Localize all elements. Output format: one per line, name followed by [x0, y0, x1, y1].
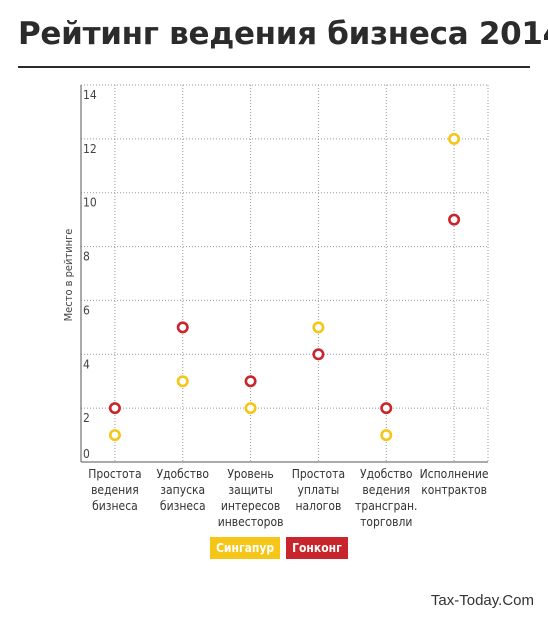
x-axis-labels: Простота ведения бизнеса Удобство запуска биз…: [88, 467, 489, 529]
y-tick-label: 6: [83, 303, 90, 317]
title-underline: [18, 66, 530, 68]
legend-item-singapore: Сингапур: [210, 537, 281, 559]
y-tick-label: 14: [83, 88, 97, 102]
data-point-singapore: [176, 375, 189, 388]
source-label: Tax-Today.Com: [430, 592, 534, 609]
legend: Сингапур Гонконг: [210, 537, 348, 559]
data-point-singapore: [244, 402, 257, 415]
data-point-singapore: [108, 429, 121, 442]
data-point-hongkong: [176, 321, 189, 334]
y-tick-label: 2: [83, 411, 90, 425]
x-tick-label: Удобство запуска бизнеса: [157, 467, 210, 513]
x-tick-label: Уровень защиты интересов инвесторов: [218, 467, 284, 529]
y-tick-label: 8: [83, 250, 90, 264]
data-point-singapore: [448, 132, 461, 145]
data-point-hongkong: [244, 375, 257, 388]
data-point-singapore: [380, 429, 393, 442]
x-tick-label: Удобство ведения трансгран. торговли: [355, 467, 417, 529]
data-point-hongkong: [380, 402, 393, 415]
y-tick-label: 10: [83, 196, 97, 210]
y-tick-label: 12: [83, 142, 97, 156]
chart-title: Рейтинг ведения бизнеса 2014: [18, 16, 548, 52]
x-tick-label: Простота ведения бизнеса: [88, 467, 141, 513]
y-axis-label: Место в рейтинге: [62, 229, 75, 322]
data-point-hongkong: [448, 213, 461, 226]
x-tick-label: Исполнение контрактов: [420, 467, 489, 497]
data-points: [108, 132, 461, 442]
grid: [80, 84, 489, 463]
y-axis-ticks: 0 2 4 6 8 10 12 14: [83, 88, 97, 461]
y-tick-label: 4: [83, 357, 90, 371]
data-point-singapore: [312, 321, 325, 334]
data-point-hongkong: [312, 348, 325, 361]
y-tick-label: 0: [83, 447, 90, 461]
data-point-hongkong: [108, 402, 121, 415]
legend-item-hongkong: Гонконг: [286, 537, 348, 559]
x-tick-label: Простота уплаты налогов: [292, 467, 345, 513]
